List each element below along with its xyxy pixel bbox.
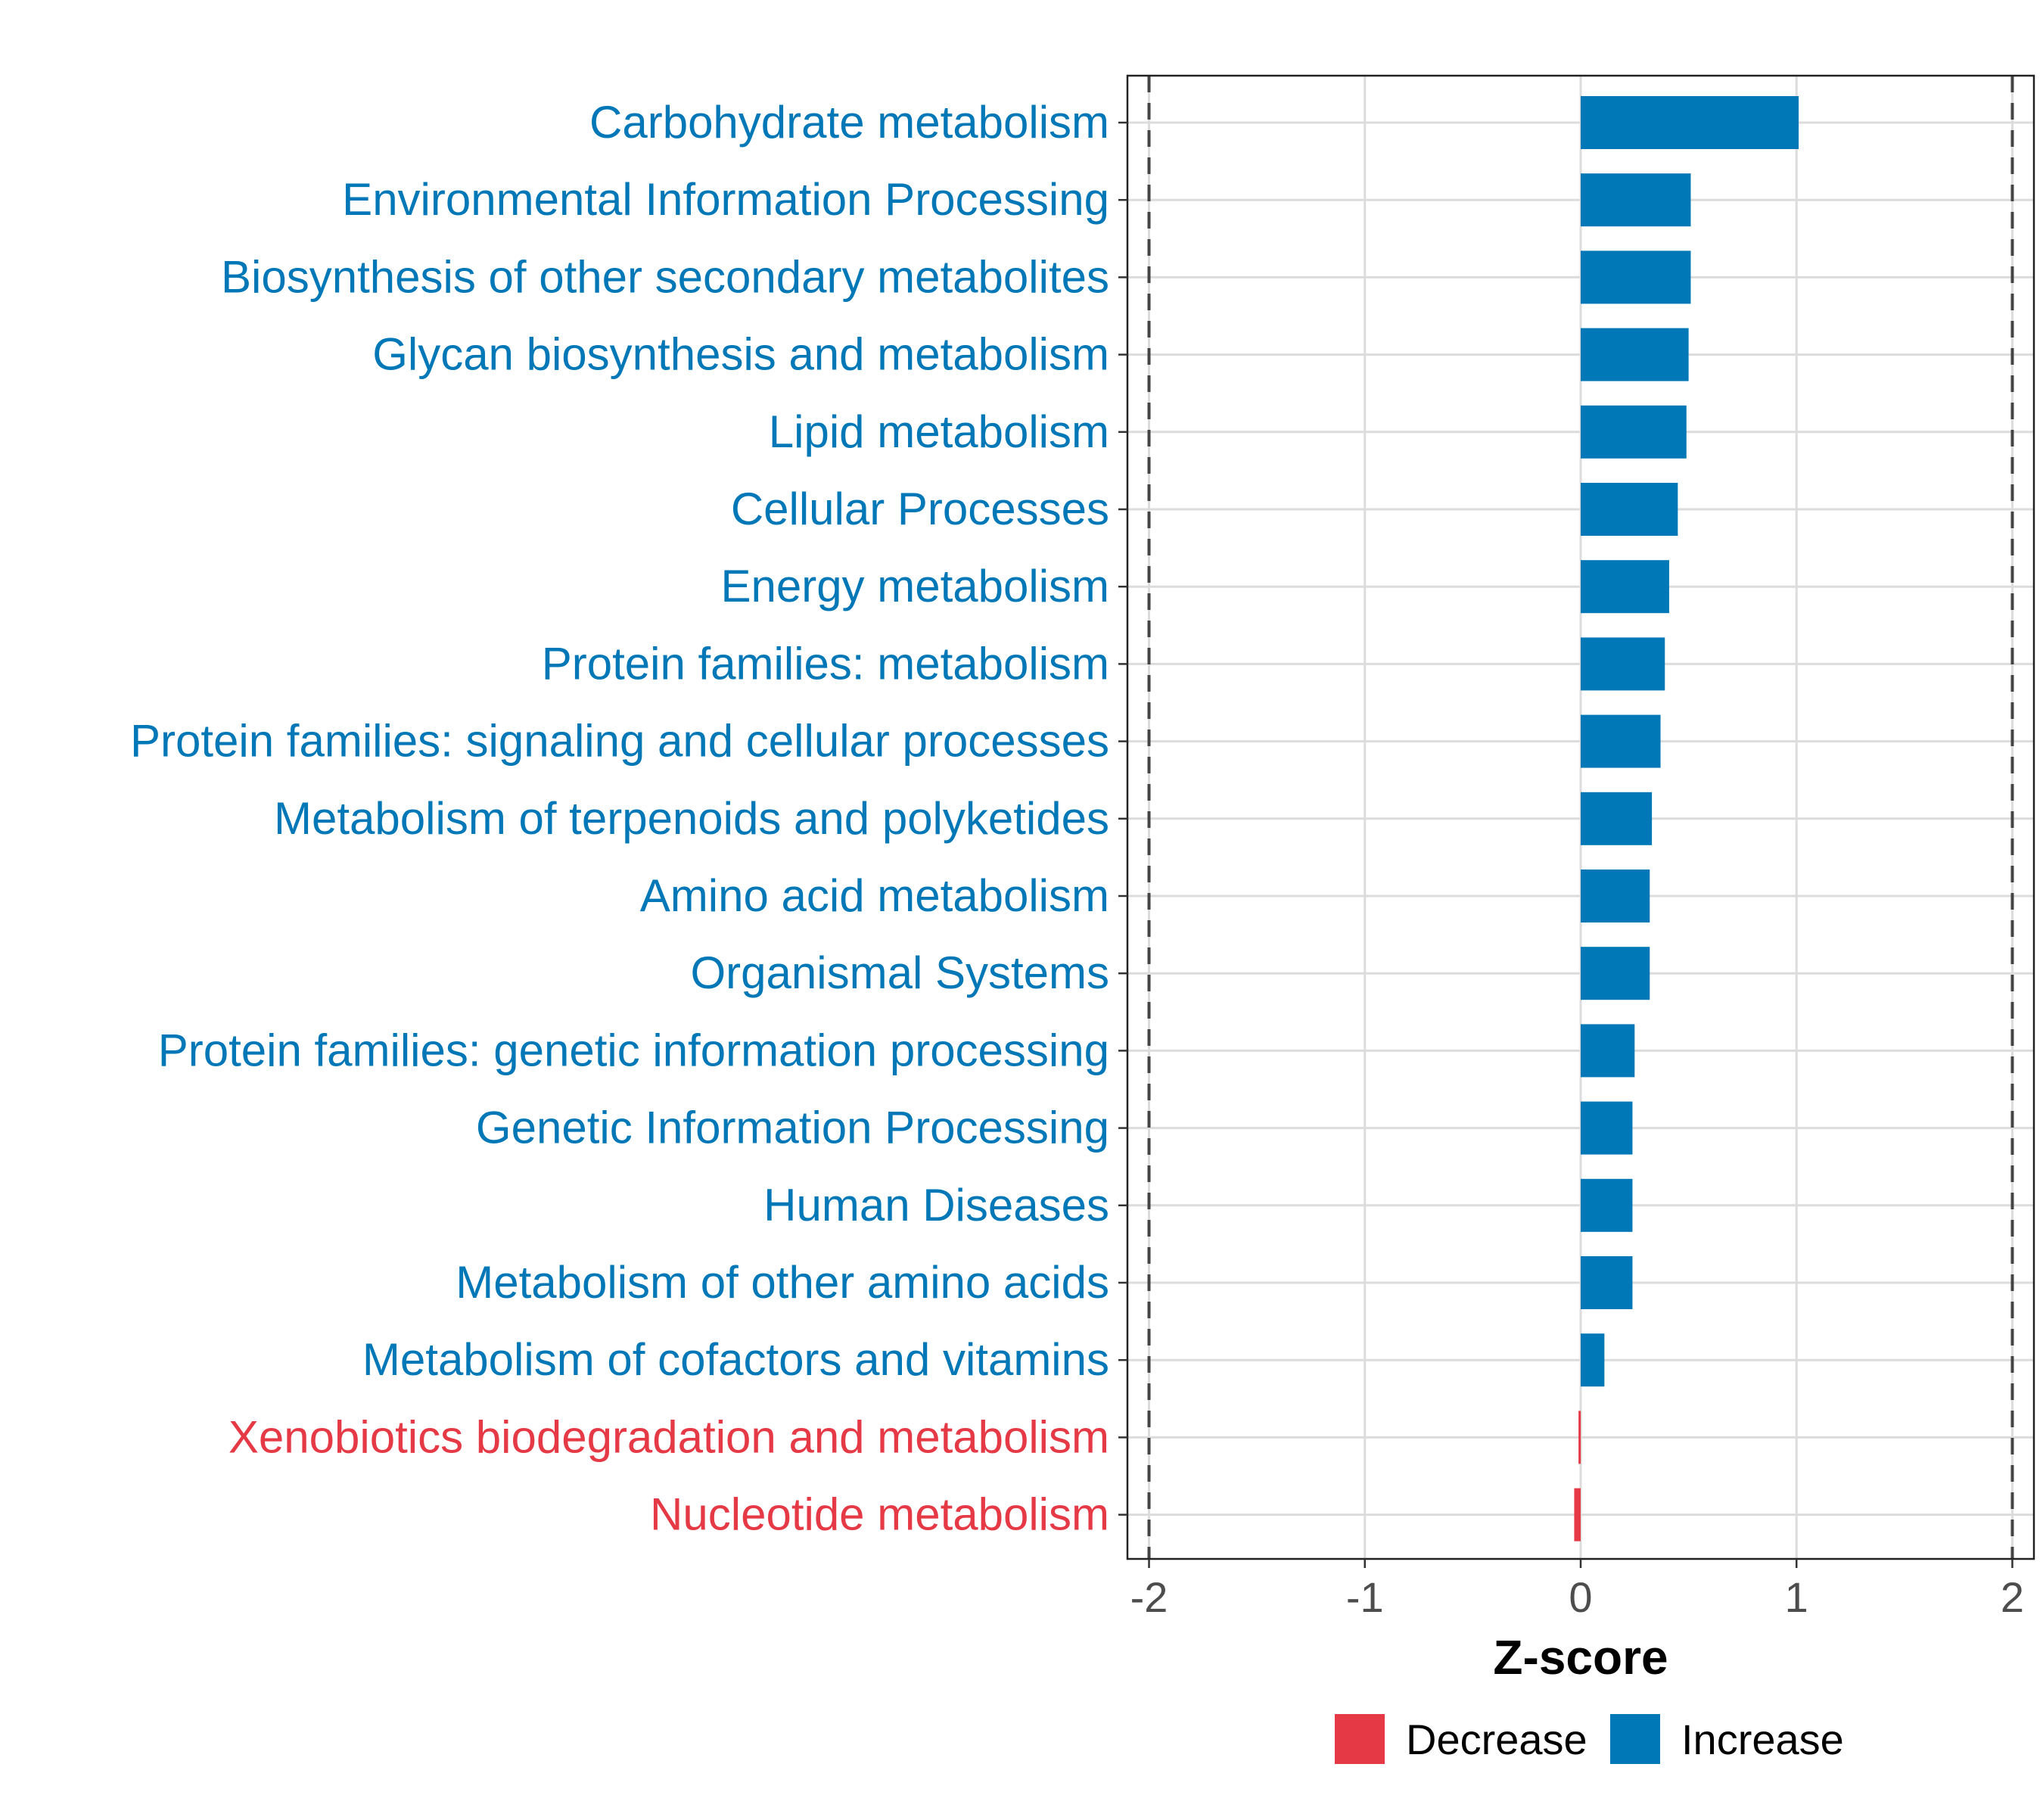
bar [1581, 328, 1689, 381]
bar [1581, 637, 1665, 691]
x-tick-label: 1 [1785, 1573, 1808, 1621]
bar [1581, 1178, 1633, 1232]
y-tick-label: Metabolism of other amino acids [456, 1257, 1109, 1308]
bar [1581, 250, 1691, 304]
y-tick-label: Protein families: signaling and cellular… [130, 716, 1109, 767]
y-tick-label: Carbohydrate metabolism [589, 97, 1109, 148]
x-tick-label: 0 [1569, 1573, 1592, 1621]
bar [1578, 1411, 1581, 1464]
bar [1574, 1488, 1581, 1542]
bar [1581, 870, 1650, 922]
legend-key [1610, 1714, 1660, 1764]
x-axis: -2 -1 0 1 2 [1130, 1559, 2024, 1621]
legend-label: Increase [1681, 1716, 1844, 1763]
legend-item: Increase [1610, 1714, 1844, 1764]
bar [1581, 792, 1653, 845]
y-tick-label: Cellular Processes [731, 484, 1109, 534]
y-axis: Carbohydrate metabolism Environmental Inf… [130, 97, 1127, 1540]
y-tick-label: Metabolism of cofactors and vitamins [362, 1334, 1109, 1385]
y-tick-label: Protein families: metabolism [542, 638, 1109, 689]
y-tick-label: Nucleotide metabolism [650, 1489, 1109, 1540]
bar [1581, 947, 1650, 1000]
y-tick-label: Biosynthesis of other secondary metaboli… [221, 251, 1109, 302]
x-tick-label: -1 [1346, 1573, 1384, 1621]
legend-key [1335, 1714, 1385, 1764]
y-tick-label: Genetic Information Processing [476, 1103, 1109, 1153]
y-tick-label: Metabolism of terpenoids and polyketides [274, 793, 1109, 844]
y-tick-label: Organismal Systems [691, 947, 1109, 998]
y-tick-label: Energy metabolism [720, 561, 1109, 611]
bar [1581, 173, 1691, 227]
bar [1581, 1256, 1633, 1309]
legend: Decrease Increase [1335, 1714, 1844, 1764]
bar [1581, 1101, 1633, 1155]
y-tick-label: Human Diseases [763, 1180, 1109, 1230]
x-tick-label: -2 [1130, 1573, 1168, 1621]
bar [1581, 1024, 1635, 1078]
bar [1581, 483, 1678, 536]
y-tick-label: Amino acid metabolism [640, 870, 1109, 921]
legend-label: Decrease [1406, 1716, 1587, 1763]
bar [1581, 714, 1661, 768]
y-tick-label: Environmental Information Processing [342, 174, 1109, 225]
bar [1581, 1333, 1605, 1387]
y-tick-label: Glycan biosynthesis and metabolism [372, 329, 1109, 380]
y-tick-label: Protein families: genetic information pr… [158, 1025, 1109, 1075]
y-tick-label: Xenobiotics biodegradation and metabolis… [229, 1411, 1109, 1462]
reference-lines [1147, 76, 2014, 1559]
bar [1581, 560, 1669, 614]
legend-item: Decrease [1335, 1714, 1587, 1764]
x-tick-label: 2 [2001, 1573, 2024, 1621]
bar [1581, 405, 1687, 459]
y-tick-label: Lipid metabolism [769, 406, 1109, 457]
bars [1574, 96, 1799, 1542]
bar [1581, 96, 1799, 149]
x-axis-title: Z-score [1493, 1630, 1668, 1685]
